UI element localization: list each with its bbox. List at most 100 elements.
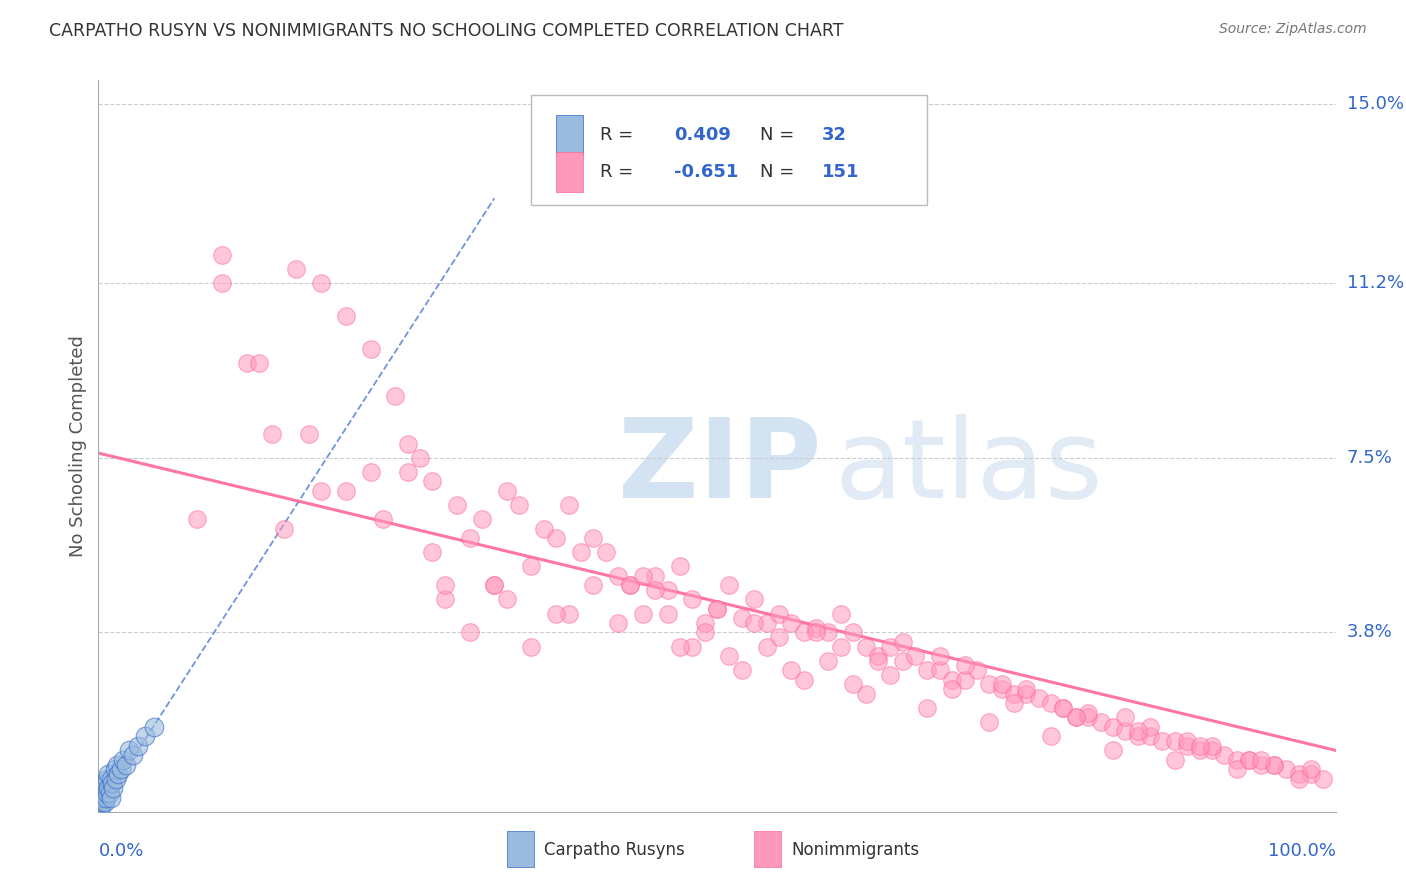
- Point: [582, 531, 605, 545]
- Point: [569, 545, 592, 559]
- Point: [669, 559, 692, 574]
- Point: [966, 663, 988, 677]
- Point: [557, 498, 579, 512]
- Point: [928, 663, 950, 677]
- Text: ZIP: ZIP: [619, 415, 821, 522]
- Point: [619, 578, 641, 592]
- Point: [94, 776, 117, 790]
- Point: [93, 781, 115, 796]
- Point: [718, 648, 741, 663]
- Point: [1213, 748, 1236, 763]
- Point: [1237, 753, 1260, 767]
- Point: [409, 450, 432, 465]
- Point: [105, 757, 128, 772]
- Point: [755, 640, 778, 654]
- Point: [533, 522, 555, 536]
- Point: [607, 568, 630, 582]
- Point: [1175, 739, 1198, 753]
- Point: [1052, 701, 1074, 715]
- Point: [780, 615, 803, 630]
- Point: [804, 625, 827, 640]
- Point: [706, 602, 728, 616]
- Point: [1040, 696, 1063, 710]
- Point: [891, 654, 914, 668]
- Point: [114, 757, 136, 772]
- Point: [396, 436, 419, 450]
- Point: [360, 465, 382, 479]
- Point: [953, 658, 976, 673]
- Bar: [506, 831, 534, 867]
- Text: 0.409: 0.409: [673, 126, 731, 145]
- Point: [122, 748, 145, 763]
- Point: [1139, 720, 1161, 734]
- Point: [285, 262, 308, 277]
- Point: [1188, 739, 1211, 753]
- Point: [657, 582, 679, 597]
- Point: [780, 663, 803, 677]
- Point: [1263, 757, 1285, 772]
- Text: N =: N =: [761, 162, 800, 181]
- Point: [1164, 734, 1187, 748]
- Point: [1077, 706, 1099, 720]
- Point: [866, 654, 889, 668]
- Point: [830, 607, 852, 621]
- Point: [1040, 729, 1063, 743]
- Point: [1299, 767, 1322, 781]
- Point: [866, 648, 889, 663]
- Point: [1250, 753, 1272, 767]
- Point: [98, 786, 121, 800]
- Point: [1064, 710, 1087, 724]
- Point: [134, 729, 156, 743]
- Point: [842, 625, 865, 640]
- Text: 3.8%: 3.8%: [1347, 624, 1392, 641]
- Point: [817, 654, 839, 668]
- Point: [93, 786, 115, 800]
- Point: [458, 625, 481, 640]
- Bar: [557, 115, 583, 155]
- Point: [742, 592, 765, 607]
- Point: [508, 498, 530, 512]
- Point: [953, 673, 976, 687]
- Point: [495, 483, 517, 498]
- Point: [891, 635, 914, 649]
- Point: [1152, 734, 1174, 748]
- Point: [298, 427, 321, 442]
- Point: [446, 498, 468, 512]
- Point: [247, 356, 270, 370]
- Point: [211, 248, 233, 262]
- Bar: [754, 831, 782, 867]
- Point: [941, 673, 963, 687]
- Point: [1226, 762, 1249, 776]
- Point: [879, 640, 901, 654]
- Point: [471, 512, 494, 526]
- Point: [112, 753, 135, 767]
- Point: [1015, 687, 1038, 701]
- Point: [118, 743, 141, 757]
- Point: [669, 640, 692, 654]
- Point: [1114, 724, 1136, 739]
- Point: [1226, 753, 1249, 767]
- Point: [1114, 710, 1136, 724]
- Point: [89, 795, 111, 809]
- Text: Source: ZipAtlas.com: Source: ZipAtlas.com: [1219, 22, 1367, 37]
- Point: [1201, 739, 1223, 753]
- Point: [1201, 743, 1223, 757]
- Point: [97, 767, 120, 781]
- Point: [990, 677, 1012, 691]
- Point: [335, 310, 357, 324]
- Point: [657, 607, 679, 621]
- Text: 7.5%: 7.5%: [1347, 449, 1393, 467]
- Point: [422, 475, 444, 489]
- Point: [1288, 767, 1310, 781]
- Point: [96, 786, 118, 800]
- Point: [1237, 753, 1260, 767]
- Point: [582, 578, 605, 592]
- Text: atlas: atlas: [835, 415, 1104, 522]
- Point: [681, 640, 703, 654]
- Point: [928, 648, 950, 663]
- Point: [422, 545, 444, 559]
- Text: Nonimmigrants: Nonimmigrants: [792, 841, 920, 859]
- Point: [731, 611, 754, 625]
- Point: [979, 714, 1001, 729]
- Point: [1090, 714, 1112, 729]
